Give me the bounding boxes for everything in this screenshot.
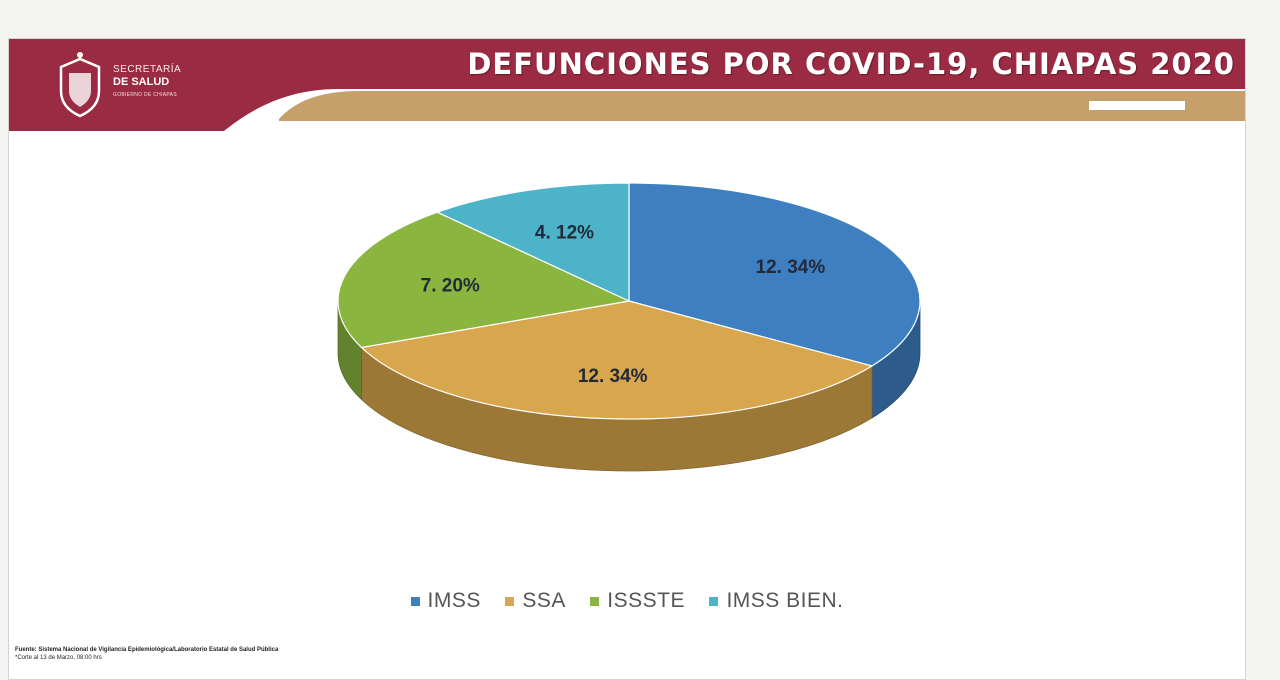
chart-legend: IMSS SSA ISSSTE IMSS BIEN.: [9, 589, 1245, 613]
legend-item-imss: IMSS: [410, 589, 481, 613]
legend-label-issste: ISSSTE: [607, 589, 685, 612]
slice-label-imss: 12. 34%: [756, 257, 826, 278]
pie-tops: [337, 182, 921, 420]
source-label: Fuente:: [15, 647, 37, 653]
source-note: Fuente: Sistema Nacional de Vigilancia E…: [15, 646, 278, 662]
logo-line-2: DE SALUD: [113, 76, 170, 88]
logo-line-3: GOBIERNO DE CHIAPAS: [113, 92, 177, 98]
slice-label-imss-bien: 4. 12%: [535, 222, 594, 243]
header-gold-band: [279, 91, 1245, 121]
legend-swatch-ssa: [505, 596, 515, 606]
logo-text: SECRETARÍA DE SALUD GOBIERNO DE CHIAPAS: [113, 65, 181, 98]
legend-swatch-issste: [590, 596, 600, 606]
legend-label-imss-bien: IMSS BIEN.: [726, 589, 844, 612]
pie-labels: 12. 34% 12. 34% 7. 20% 4. 12%: [421, 222, 826, 387]
slide: SECRETARÍA DE SALUD GOBIERNO DE CHIAPAS …: [8, 38, 1246, 680]
slide-title: DEFUNCIONES POR COVID-19, CHIAPAS 2020: [467, 47, 1235, 81]
pie-chart: 12. 34% 12. 34% 7. 20% 4. 12%: [337, 182, 921, 472]
legend-swatch-imss-bien: [709, 596, 719, 606]
legend-swatch-imss: [410, 596, 420, 606]
legend-label-ssa: SSA: [522, 589, 566, 612]
header-banner: [9, 39, 1245, 131]
legend-item-issste: ISSSTE: [590, 589, 685, 613]
legend-item-imss-bien: IMSS BIEN.: [709, 589, 843, 613]
slide-header: SECRETARÍA DE SALUD GOBIERNO DE CHIAPAS …: [9, 39, 1245, 134]
shield-icon: [59, 52, 101, 118]
slice-label-issste: 7. 20%: [421, 276, 480, 297]
pie-slice-issste: [337, 211, 631, 349]
cutoff-note: *Corte al 13 de Marzo, 08:00 hrs: [15, 655, 102, 662]
logo-line-1: SECRETARÍA: [113, 64, 182, 75]
source-line: Fuente: Sistema Nacional de Vigilancia E…: [15, 646, 278, 654]
header-white-stripe: [1089, 101, 1185, 110]
header-maroon-band: [9, 39, 1245, 131]
slice-label-ssa: 12. 34%: [578, 366, 648, 387]
pie-slice-ssa: [360, 300, 874, 420]
pie-slice-imss-bien: [435, 182, 630, 302]
legend-item-ssa: SSA: [505, 589, 566, 613]
legend-label-imss: IMSS: [427, 589, 481, 612]
source-text: Sistema Nacional de Vigilancia Epidemiol…: [38, 647, 279, 653]
logo: SECRETARÍA DE SALUD GOBIERNO DE CHIAPAS: [55, 49, 225, 119]
